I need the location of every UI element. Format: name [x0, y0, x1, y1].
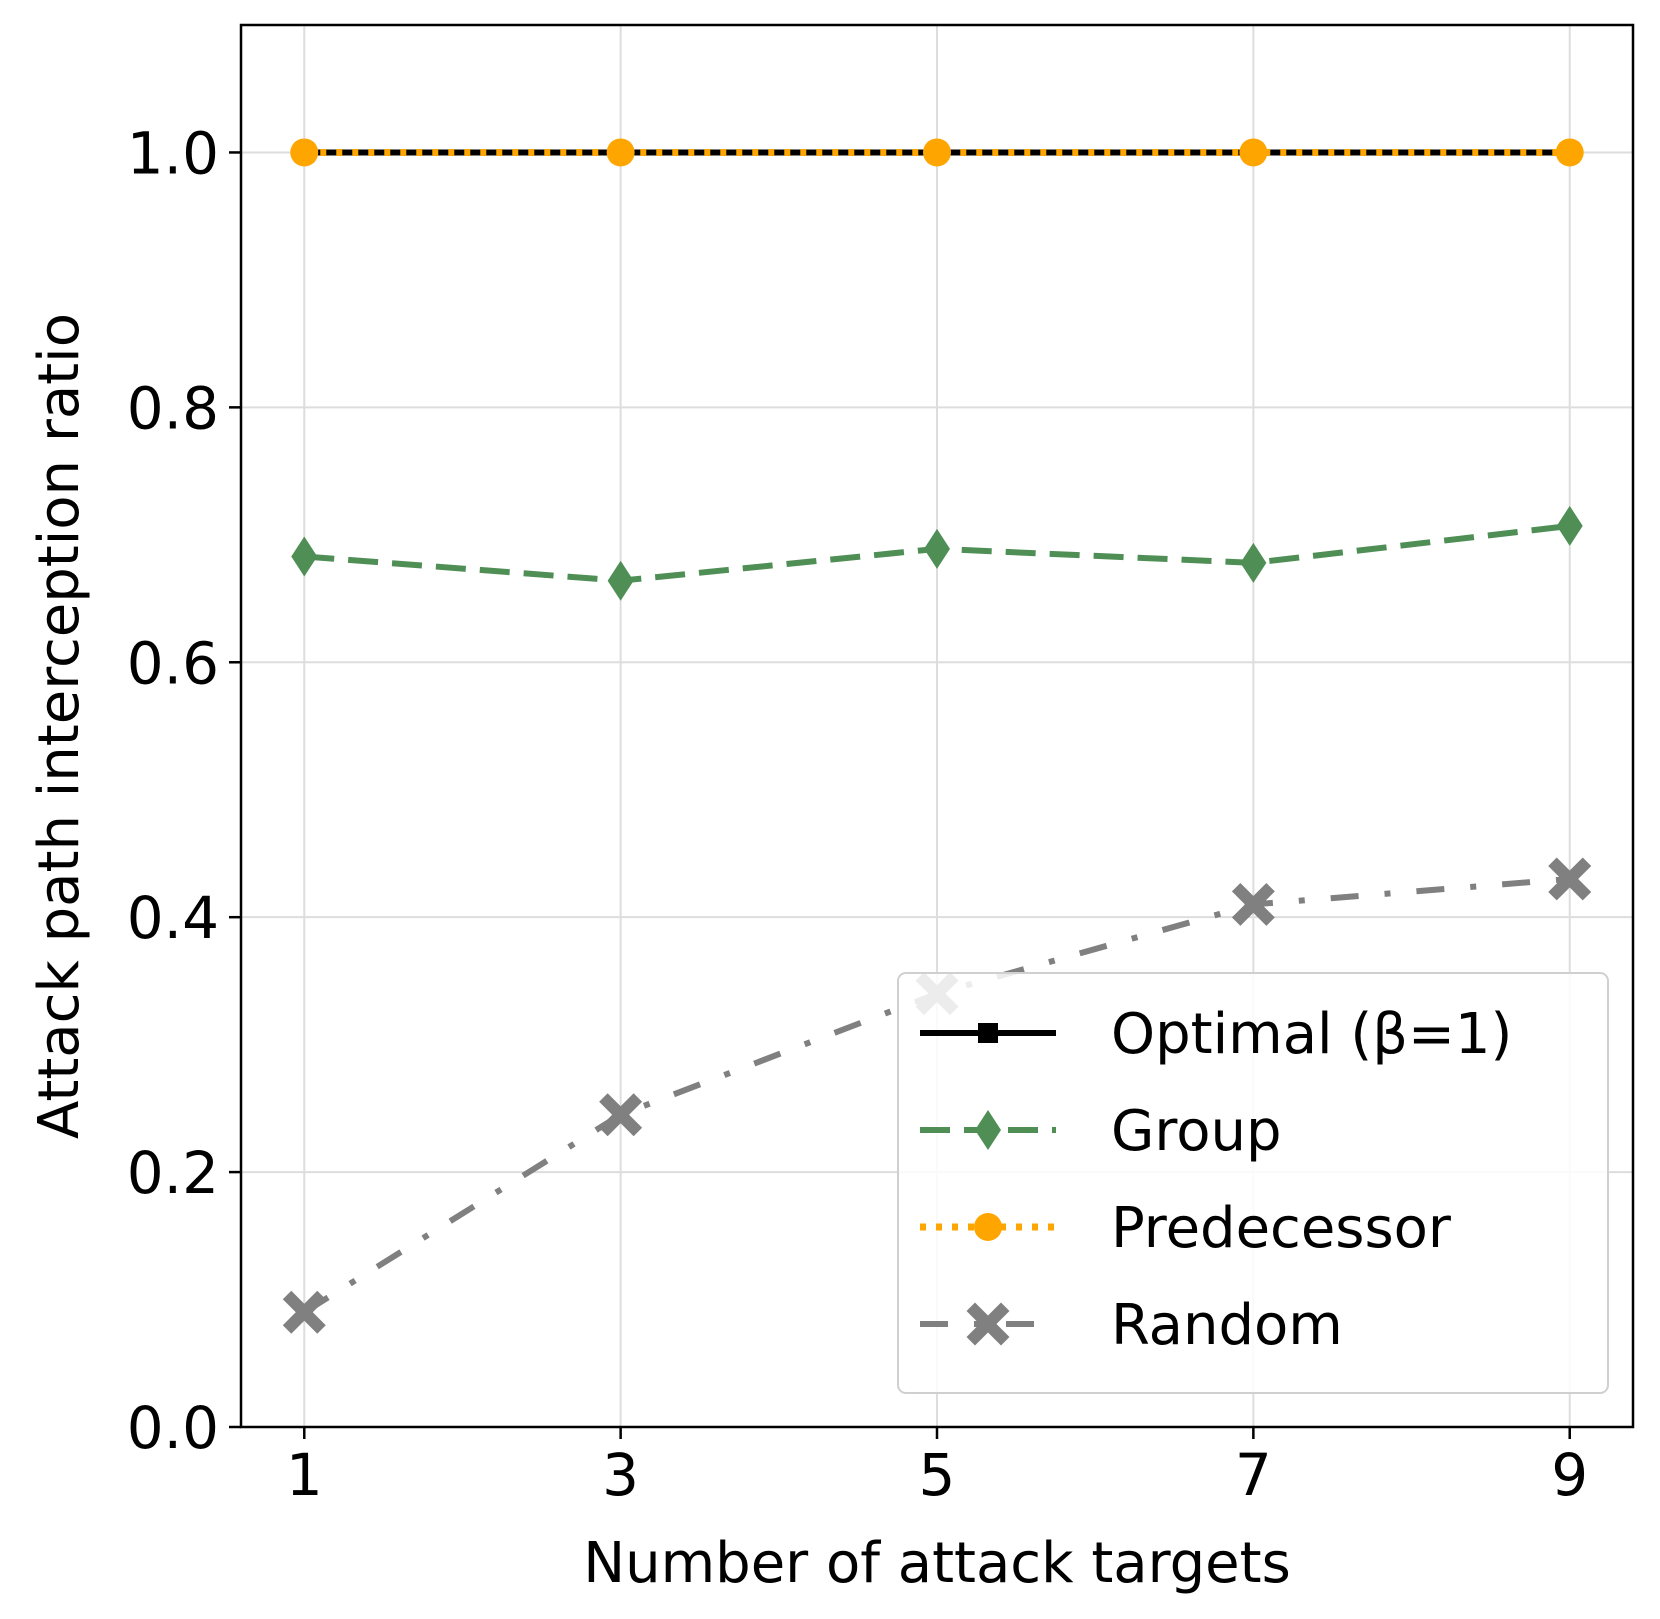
y-axis-title: Attack path interception ratio [27, 313, 92, 1139]
legend-item: Group [920, 1099, 1282, 1164]
y-tick-label: 0.6 [127, 629, 219, 697]
x-axis: 1 3 5 7 9 [286, 1427, 1588, 1509]
data-point [1239, 138, 1268, 167]
x-axis-title: Number of attack targets [583, 1531, 1291, 1596]
data-point [1555, 138, 1584, 167]
data-point [1556, 505, 1583, 546]
x-tick-label: 7 [1235, 1441, 1272, 1509]
legend-item: Optimal (β=1) [920, 1002, 1512, 1067]
data-point [282, 1290, 326, 1334]
data-point [606, 138, 635, 167]
series-predecessor [290, 138, 1584, 167]
data-point [607, 560, 634, 601]
data-point [1548, 857, 1592, 901]
y-tick-label: 0.4 [127, 884, 219, 952]
legend-label: Optimal (β=1) [1111, 1002, 1512, 1067]
data-point [1240, 542, 1267, 583]
legend-label: Predecessor [1111, 1196, 1452, 1261]
legend-marker [974, 1213, 1002, 1241]
data-point [923, 138, 951, 167]
data-point [1231, 882, 1275, 926]
legend-marker [978, 1023, 998, 1043]
y-tick-label: 0.0 [127, 1394, 219, 1462]
data-point [924, 528, 950, 569]
x-tick-label: 5 [919, 1441, 956, 1509]
series-group [291, 505, 1583, 601]
legend-marker [975, 1110, 1001, 1150]
y-axis: 0.0 0.2 0.4 0.6 0.8 1.0 [127, 119, 241, 1462]
legend-box [897, 972, 1609, 1394]
legend-item: Predecessor [920, 1196, 1452, 1261]
legend: Optimal (β=1) Group Predecessor Random [897, 972, 1609, 1394]
y-tick-label: 0.2 [127, 1139, 219, 1207]
data-point [290, 138, 319, 167]
x-tick-label: 3 [602, 1441, 639, 1509]
legend-label: Group [1111, 1099, 1282, 1164]
y-tick-label: 1.0 [127, 119, 219, 187]
legend-marker [966, 1302, 1010, 1346]
legend-label: Random [1111, 1293, 1343, 1358]
data-point [291, 536, 318, 577]
legend-item: Random [920, 1293, 1343, 1358]
data-point [599, 1093, 643, 1137]
x-tick-label: 1 [286, 1441, 323, 1509]
y-tick-label: 0.8 [127, 374, 219, 442]
x-tick-label: 9 [1551, 1441, 1588, 1509]
